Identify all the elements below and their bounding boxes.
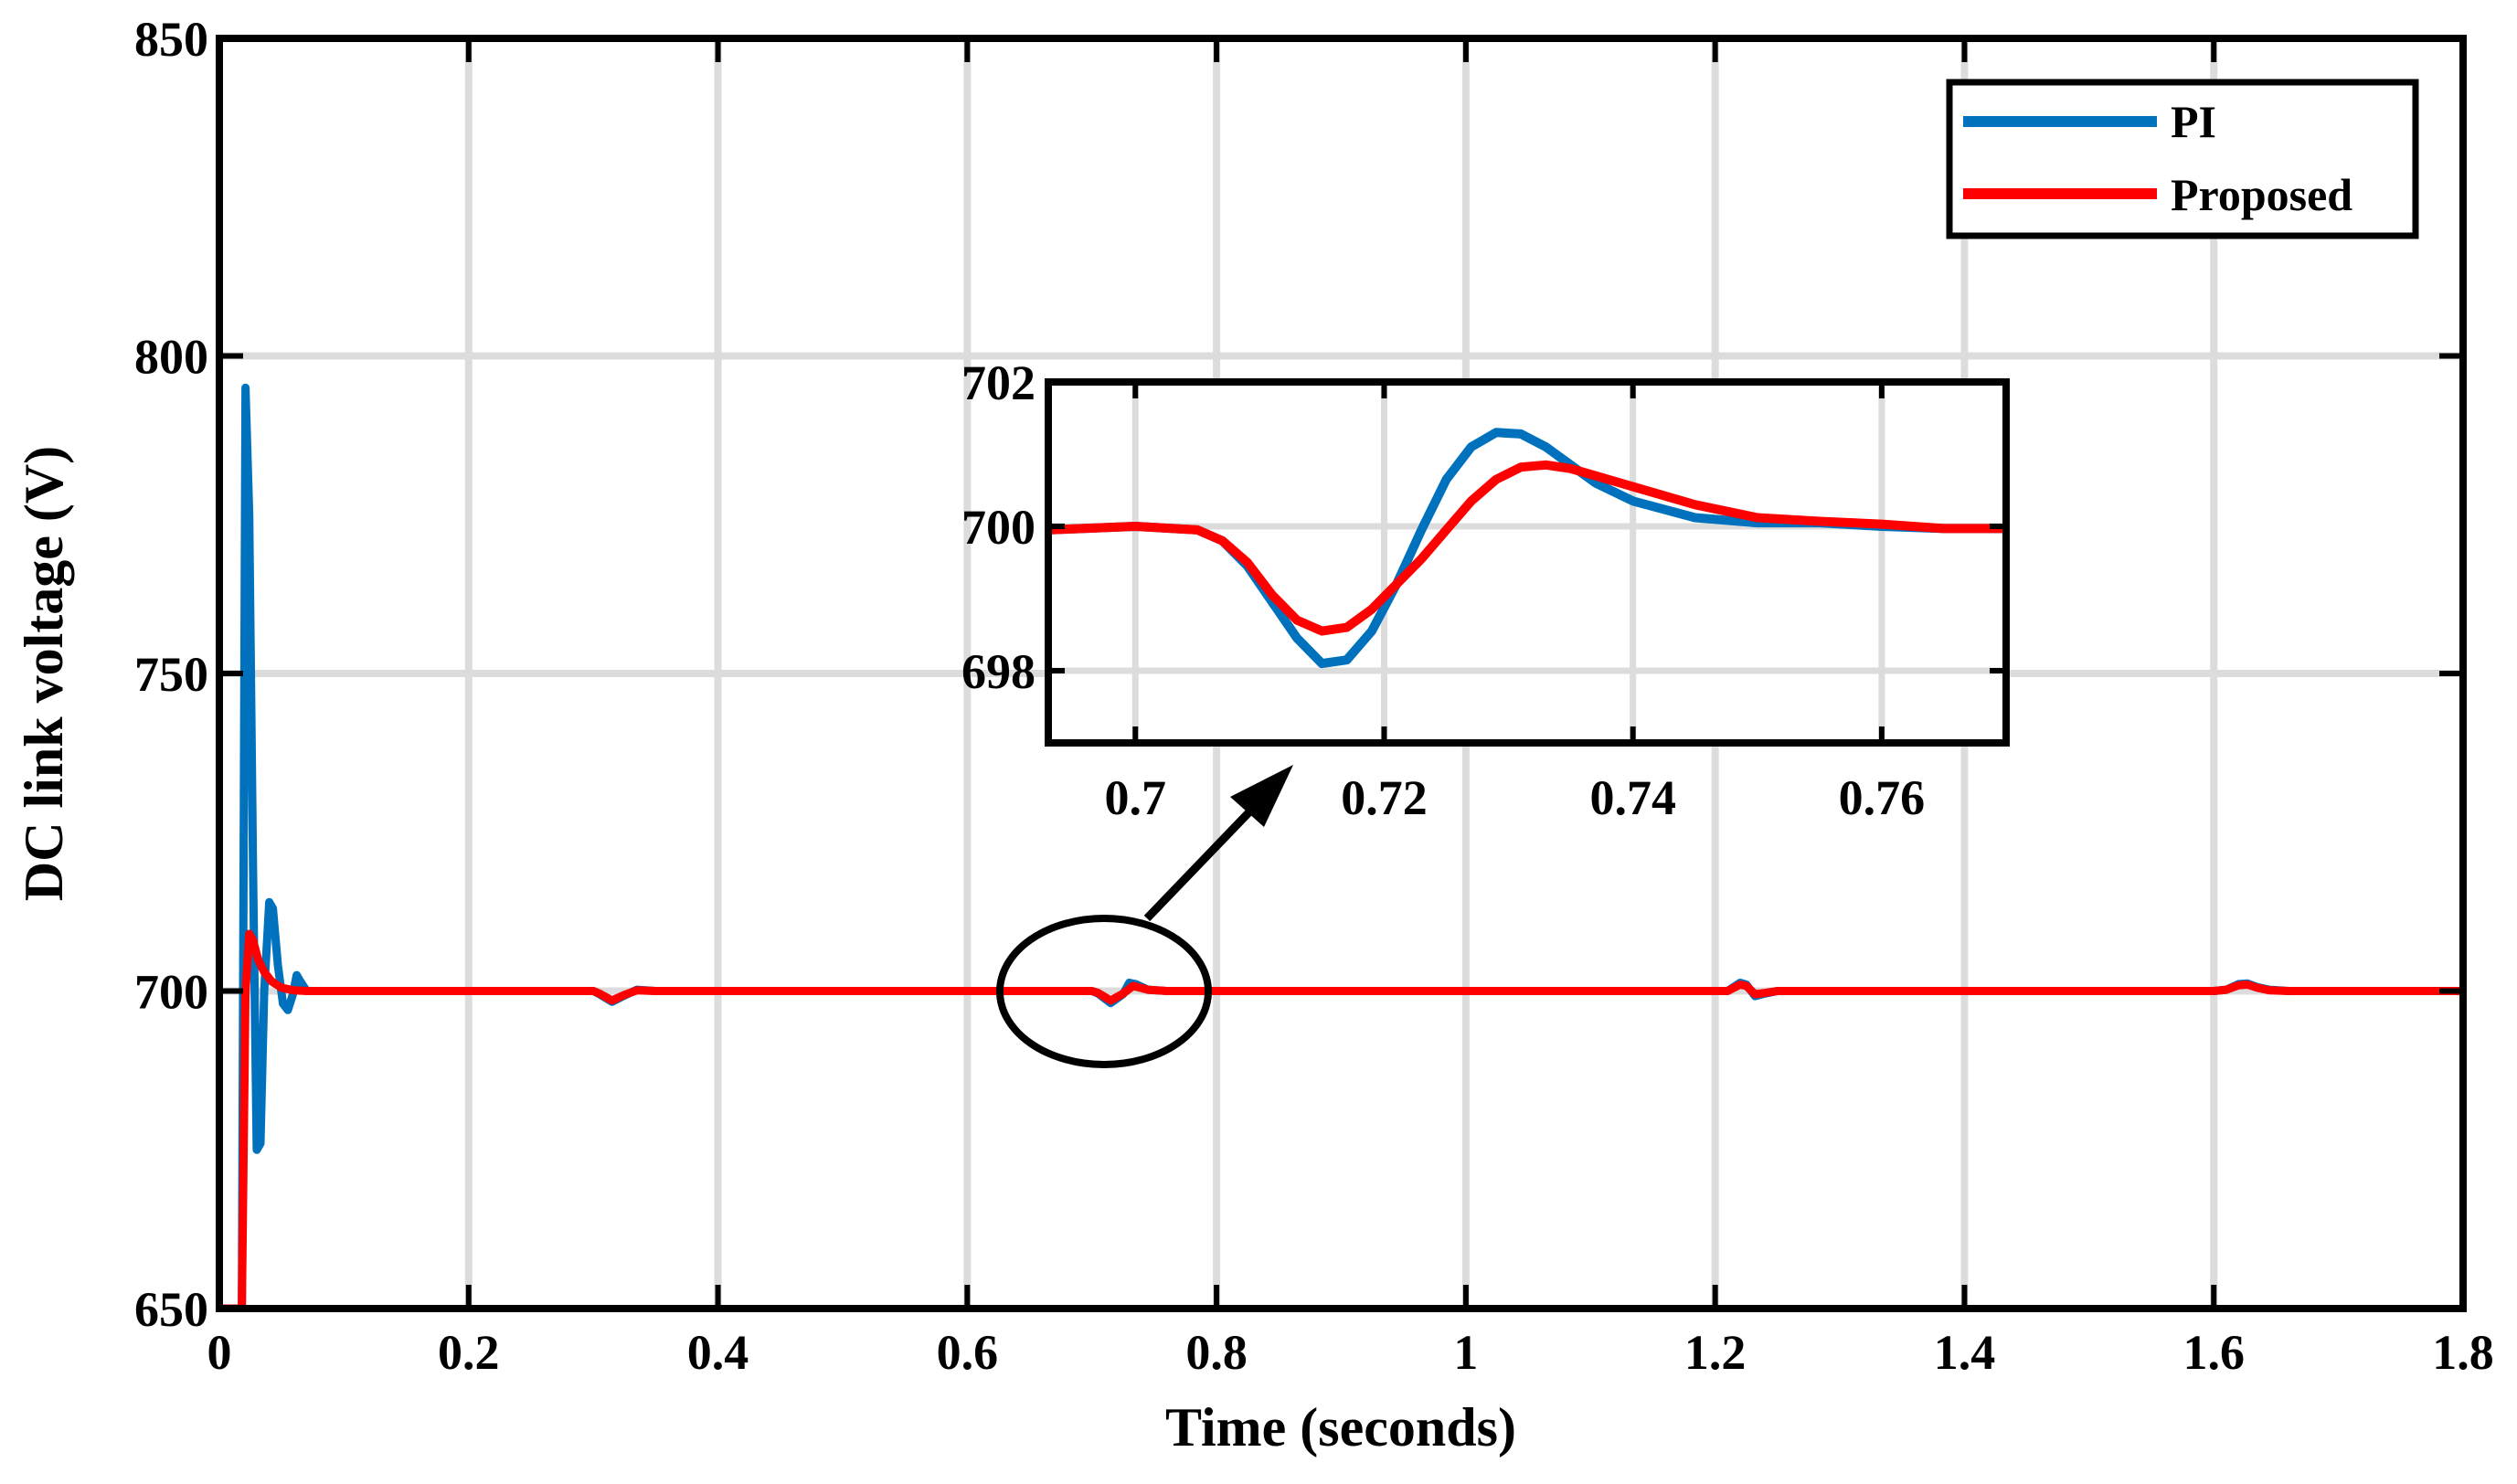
inset-x-tick-label: 0.72 xyxy=(1341,770,1428,825)
y-axis-title: DC link voltage (V) xyxy=(14,446,74,901)
main-x-tick-label: 1.4 xyxy=(1934,1325,1996,1380)
zoom-arrow-head xyxy=(1230,765,1293,827)
zoom-ellipse xyxy=(996,915,1212,1068)
main-y-tick-labels: 650 700 750 800 850 xyxy=(134,12,208,1337)
inset-y-tick-label: 698 xyxy=(961,644,1035,699)
main-series-proposed-line xyxy=(219,929,2463,1309)
main-series-group xyxy=(219,383,2463,1309)
main-x-tick-label: 0.2 xyxy=(438,1325,500,1380)
inset-x-tick-label: 0.74 xyxy=(1589,770,1676,825)
main-x-tick-label: 1 xyxy=(1453,1325,1478,1380)
main-x-tick-label: 1.6 xyxy=(2182,1325,2245,1380)
inset-plot-frame xyxy=(1045,378,2010,747)
legend-label-proposed: Proposed xyxy=(2171,169,2352,220)
main-x-tick-label: 1.2 xyxy=(1684,1325,1747,1380)
inset-y-tick-label: 700 xyxy=(961,500,1035,555)
main-x-tick-label: 0.8 xyxy=(1185,1325,1248,1380)
inset-ticks xyxy=(1048,379,2006,743)
inset-x-tick-label: 0.76 xyxy=(1839,770,1926,825)
inset-y-tick-labels: 698 700 702 xyxy=(961,355,1035,699)
x-axis-title: Time (seconds) xyxy=(1165,1397,1516,1458)
legend-label-pi: PI xyxy=(2171,96,2216,147)
main-x-tick-label: 0.6 xyxy=(937,1325,999,1380)
inset-y-tick-label: 702 xyxy=(961,355,1035,410)
zoom-arrow-line xyxy=(1143,796,1265,922)
main-x-tick-label: 1.8 xyxy=(2432,1325,2494,1380)
main-ticks xyxy=(217,36,2466,1311)
main-x-tick-label: 0 xyxy=(207,1325,232,1380)
main-x-tick-labels: 0 0.2 0.4 0.6 0.8 1 1.2 1.4 1.6 1.8 xyxy=(207,1325,2494,1380)
main-y-tick-label: 800 xyxy=(134,329,208,384)
inset-series-group xyxy=(1048,428,2006,669)
main-x-tick-label: 0.4 xyxy=(687,1325,749,1380)
legend: PI Proposed xyxy=(1946,79,2419,239)
main-y-tick-label: 650 xyxy=(134,1282,208,1337)
inset-series-proposed-line xyxy=(1048,460,2006,636)
main-y-tick-label: 750 xyxy=(134,647,208,702)
main-y-tick-label: 850 xyxy=(134,12,208,67)
inset-x-tick-labels: 0.7 0.72 0.74 0.76 xyxy=(1105,770,1926,825)
inset-x-tick-label: 0.7 xyxy=(1105,770,1167,825)
legend-box xyxy=(1946,79,2419,239)
main-y-tick-label: 700 xyxy=(134,964,208,1019)
